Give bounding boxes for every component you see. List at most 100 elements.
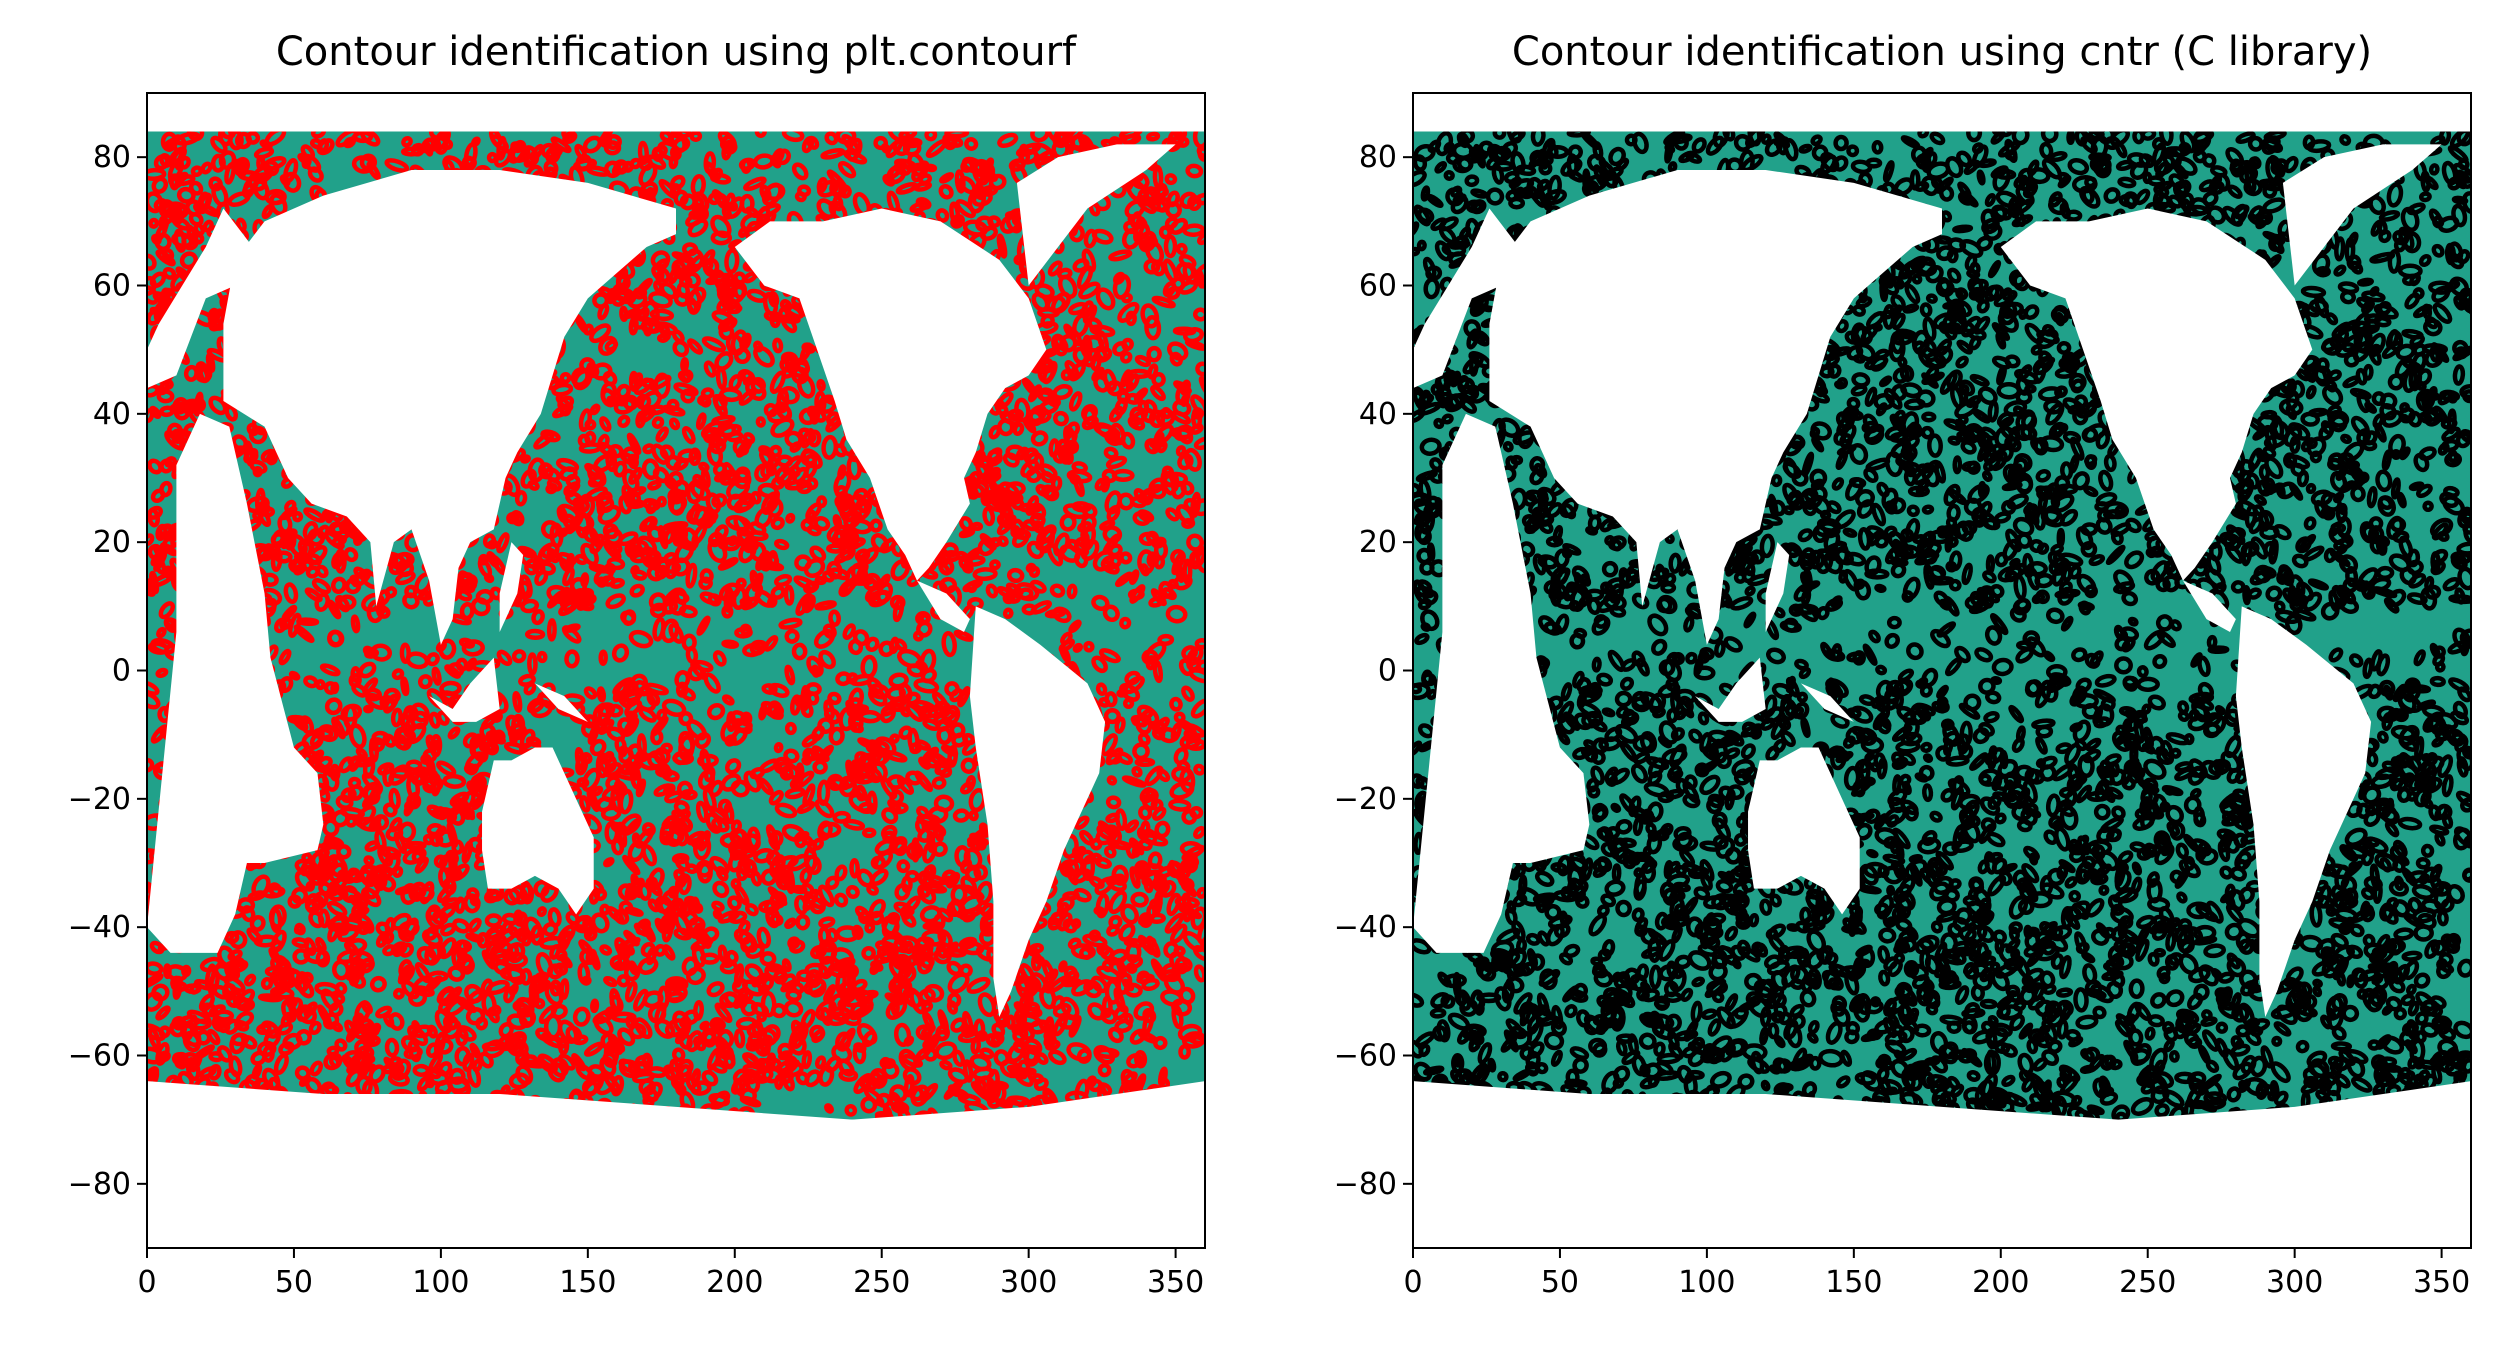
contour-mark <box>817 820 833 841</box>
contour-mark <box>997 132 1019 149</box>
contour-mark <box>147 961 164 976</box>
contour-mark <box>1165 286 1181 300</box>
contour-mark <box>701 336 727 353</box>
contour-mark <box>938 184 954 200</box>
contour-mark <box>589 323 612 344</box>
contour-mark <box>783 584 795 606</box>
contour-mark <box>324 510 334 524</box>
contour-mark <box>651 416 665 429</box>
contour-mark <box>1002 452 1020 468</box>
contour-mark <box>699 591 720 606</box>
contour-mark <box>711 309 735 326</box>
contour-mark <box>707 702 726 721</box>
contour-mark <box>599 416 612 433</box>
contour-mark <box>784 917 797 930</box>
contour-mark <box>553 962 569 976</box>
contour-mark <box>253 146 275 160</box>
contour-mark <box>1035 1052 1049 1065</box>
contour-mark <box>466 1064 482 1088</box>
contour-mark <box>514 490 528 507</box>
contour-mark <box>861 827 877 839</box>
contour-mark <box>1108 890 1128 915</box>
contour-mark <box>691 902 704 914</box>
contour-mark <box>149 570 160 595</box>
contour-mark <box>624 906 644 917</box>
contour-mark <box>597 286 620 301</box>
contour-mark <box>389 817 403 833</box>
contour-mark <box>620 610 637 626</box>
contour-mark <box>802 783 816 808</box>
contour-mark <box>913 678 940 694</box>
contour-mark <box>834 892 849 908</box>
contour-mark <box>162 266 177 280</box>
contour-mark <box>689 130 703 142</box>
contour-mark <box>695 859 714 878</box>
contour-mark <box>629 157 642 170</box>
contour-mark <box>710 214 732 239</box>
contour-mark <box>780 314 798 334</box>
contour-mark <box>814 798 835 819</box>
contour-mark <box>880 143 891 154</box>
contour-mark <box>1145 530 1160 544</box>
contour-mark <box>591 785 604 797</box>
contour-mark <box>924 753 943 769</box>
contour-mark <box>557 527 569 538</box>
contour-mark <box>400 676 410 697</box>
contour-mark <box>721 639 740 649</box>
contour-mark <box>844 1104 858 1117</box>
contour-mark <box>761 182 783 207</box>
contour-mark <box>936 726 953 746</box>
contour-mark <box>1177 904 1203 920</box>
contour-mark <box>589 533 605 555</box>
contour-mark <box>676 816 693 833</box>
contour-mark <box>649 308 675 322</box>
contour-mark <box>656 495 667 508</box>
contour-mark <box>1095 287 1116 311</box>
contour-mark <box>606 726 626 742</box>
contour-mark <box>280 506 298 521</box>
contour-mark <box>791 162 809 181</box>
contour-mark <box>870 868 889 886</box>
contour-mark <box>357 816 382 832</box>
contour-mark <box>721 604 734 619</box>
contour-mark <box>294 922 306 936</box>
contour-mark <box>364 648 380 659</box>
contour-mark <box>379 875 397 893</box>
contour-mark <box>970 1037 982 1055</box>
x-tick-label: 150 <box>559 1265 616 1300</box>
contour-mark <box>1063 425 1077 451</box>
contour-mark <box>1169 923 1188 944</box>
contour-mark <box>974 450 986 462</box>
contour-mark <box>1168 578 1179 589</box>
contour-mark <box>304 587 323 603</box>
contour-mark <box>206 1028 221 1046</box>
contour-mark <box>1170 472 1180 492</box>
contour-mark <box>586 789 600 813</box>
contour-mark <box>628 960 639 976</box>
contour-mark <box>536 650 548 664</box>
contour-mark <box>1024 1038 1043 1056</box>
contour-mark <box>1091 594 1110 612</box>
contour-mark <box>633 377 655 396</box>
contour-mark <box>697 769 716 791</box>
contour-mark <box>1088 1078 1103 1093</box>
contour-mark <box>641 458 660 480</box>
contour-mark <box>1181 685 1195 702</box>
contour-mark <box>622 854 641 876</box>
contour-mark <box>243 449 259 463</box>
contour-mark <box>757 777 774 796</box>
contour-mark <box>1106 775 1118 786</box>
contour-mark <box>875 749 892 766</box>
contour-mark <box>800 702 814 719</box>
contour-mark <box>1165 507 1180 522</box>
contour-mark <box>962 1059 974 1083</box>
contour-mark <box>392 945 406 958</box>
contour-mark <box>564 649 580 669</box>
contour-mark <box>1138 912 1153 928</box>
contour-mark <box>433 135 449 155</box>
contour-mark <box>390 707 403 728</box>
contour-mark <box>996 586 1015 599</box>
contour-mark <box>257 1040 277 1057</box>
contour-mark <box>1198 375 1205 395</box>
contour-mark <box>1058 644 1071 664</box>
